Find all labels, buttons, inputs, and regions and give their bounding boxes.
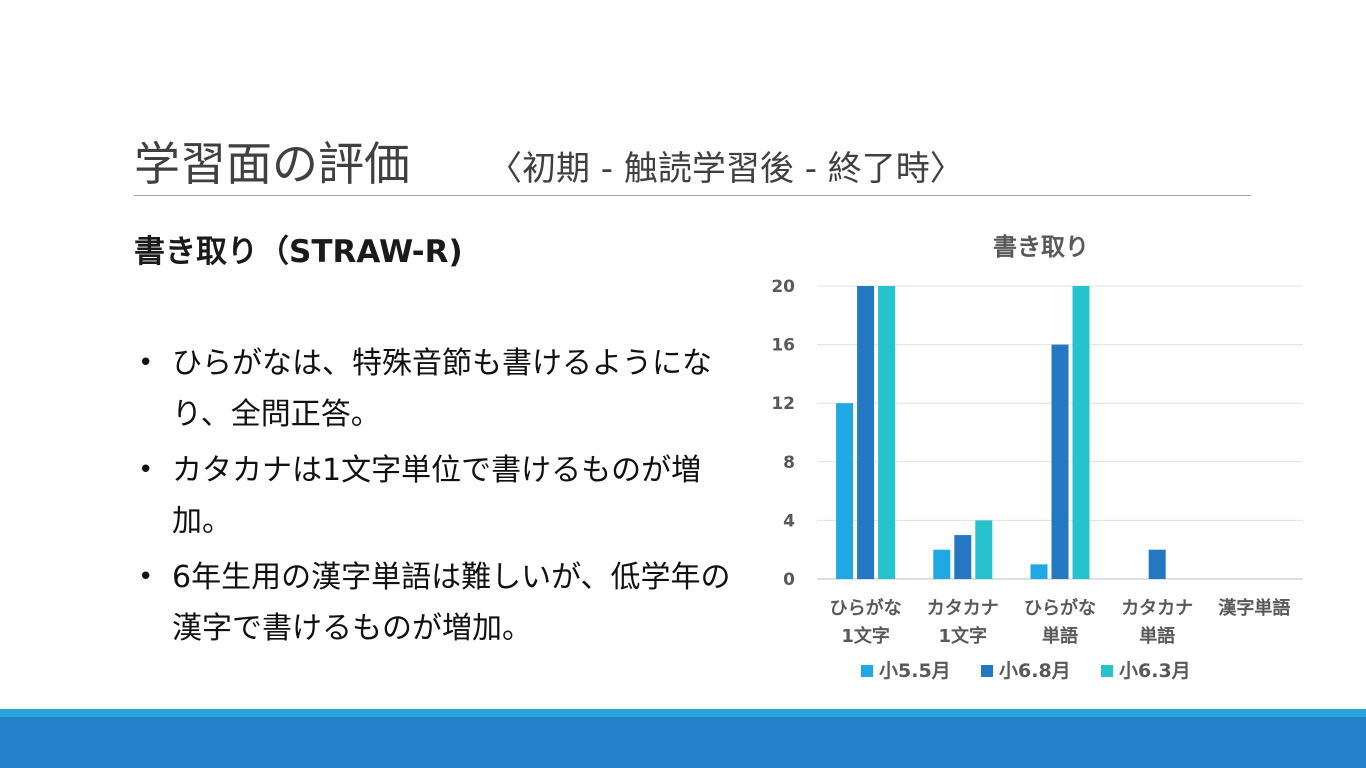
- bullet-text: カタカナは1文字単位で書けるものが増加。: [172, 453, 702, 539]
- x-tick-label: ひらがな: [1024, 597, 1096, 619]
- bar: [836, 403, 854, 579]
- bar: [975, 520, 993, 579]
- bullet-item: • カタカナは1文字単位で書けるものが増加。: [134, 445, 734, 547]
- legend-swatch: [861, 665, 873, 677]
- bar: [1072, 286, 1090, 579]
- x-tick-label: 1文字: [841, 625, 890, 647]
- bar: [857, 286, 875, 579]
- legend-label: 小5.5月: [879, 660, 951, 682]
- section-heading: 書き取り（STRAW-R): [134, 234, 463, 270]
- y-tick-label: 12: [771, 394, 795, 414]
- bullet-text: ひらがなは、特殊音節も書けるようになり、全問正答。: [172, 346, 712, 432]
- bullet-text: 6年生用の漢字単語は難しいが、低学年の漢字で書けるものが増加。: [172, 560, 731, 646]
- x-tick-label: カタカナ: [927, 598, 999, 619]
- bar: [933, 549, 951, 579]
- bullet-list: • ひらがなは、特殊音節も書けるようになり、全問正答。 • カタカナは1文字単位…: [134, 338, 734, 659]
- y-tick-label: 16: [771, 336, 795, 356]
- bar: [878, 286, 896, 579]
- bar: [1030, 564, 1048, 579]
- bar: [954, 535, 972, 579]
- legend-label: 小6.8月: [999, 660, 1071, 682]
- chart-title: 書き取り: [993, 233, 1089, 261]
- slide-title: 学習面の評価 〈初期 - 触読学習後 - 終了時〉: [134, 128, 964, 191]
- x-tick-label: ひらがな: [830, 597, 902, 619]
- y-tick-label: 8: [783, 453, 795, 473]
- bullet-dot-icon: •: [138, 455, 154, 485]
- title-divider: [134, 195, 1251, 196]
- legend-swatch: [981, 665, 993, 677]
- footer-band-dark: [0, 717, 1366, 768]
- y-tick-label: 20: [771, 277, 795, 297]
- bullet-dot-icon: •: [138, 348, 154, 378]
- legend-label: 小6.3月: [1119, 660, 1191, 682]
- bullet-item: • 6年生用の漢字単語は難しいが、低学年の漢字で書けるものが増加。: [134, 552, 734, 654]
- y-tick-label: 0: [783, 570, 795, 590]
- y-tick-label: 4: [783, 511, 795, 531]
- x-tick-label: 単語: [1042, 625, 1078, 647]
- bar: [1051, 344, 1069, 579]
- x-tick-label: 単語: [1139, 625, 1175, 647]
- x-tick-label: カタカナ: [1121, 598, 1193, 619]
- title-main: 学習面の評価: [134, 137, 410, 191]
- bullet-item: • ひらがなは、特殊音節も書けるようになり、全問正答。: [134, 338, 734, 440]
- title-subtitle: 〈初期 - 触読学習後 - 終了時〉: [488, 149, 964, 189]
- x-tick-label: 漢字単語: [1218, 597, 1290, 619]
- x-tick-label: 1文字: [939, 625, 988, 647]
- legend-swatch: [1101, 665, 1113, 677]
- bullet-dot-icon: •: [138, 562, 154, 592]
- bar: [1148, 549, 1166, 579]
- footer-band-light: [0, 709, 1366, 717]
